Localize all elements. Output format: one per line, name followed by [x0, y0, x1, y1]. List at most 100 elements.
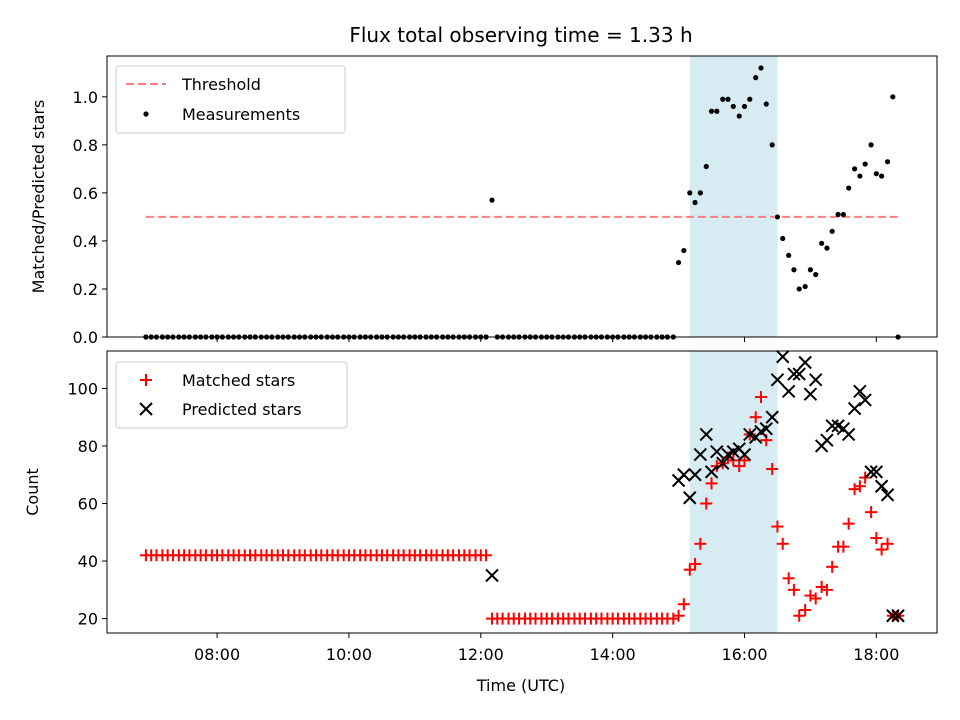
measurement-point — [862, 161, 868, 167]
predicted-star-point — [759, 421, 773, 436]
matched-star-point — [672, 609, 685, 622]
measurement-point — [835, 211, 841, 218]
chart-title: Flux total observing time = 1.33 h — [349, 23, 692, 47]
matched-star-point — [842, 517, 855, 530]
measurement-point — [774, 214, 781, 220]
matched-star-point — [848, 483, 861, 496]
legend-measurements-label: Measurements — [182, 105, 300, 124]
measurement-point — [786, 252, 792, 258]
matched-star-point — [787, 583, 800, 596]
count-points — [139, 350, 905, 625]
top-legend: Threshold Measurements — [115, 65, 346, 134]
predicted-star-point — [737, 447, 752, 462]
measurement-point — [708, 108, 715, 114]
measurement-point — [840, 211, 846, 218]
predicted-star-point — [869, 465, 884, 479]
measurement-point — [697, 190, 703, 196]
top-x-axis-ticks — [216, 337, 877, 342]
measurement-point — [890, 94, 896, 100]
bottom-x-axis-ticks: 08:00 10:00 12:00 14:00 16:00 18:00 — [194, 633, 899, 664]
predicted-star-point — [787, 367, 801, 381]
matched-star-point — [826, 560, 839, 573]
measurement-point — [791, 267, 797, 273]
bottom-legend-box — [115, 361, 348, 429]
top-observing-span — [689, 56, 778, 337]
predicted-star-point — [688, 468, 702, 482]
measurement-point — [730, 103, 736, 110]
measurement-point — [675, 259, 682, 266]
legend-predicted-label: Predicted stars — [182, 400, 302, 419]
matched-star-point — [809, 592, 822, 605]
measurement-point — [747, 96, 753, 102]
measurement-point — [824, 245, 830, 251]
y-tick-label: 100 — [67, 379, 98, 398]
predicted-star-point — [683, 491, 697, 505]
matched-star-point — [875, 543, 888, 556]
measurement-point — [753, 75, 759, 81]
predicted-star-point — [825, 419, 839, 433]
matched-star-point — [700, 497, 713, 510]
y-tick-label: 20 — [78, 610, 98, 629]
matched-star-point — [870, 532, 883, 545]
y-tick-label: 80 — [78, 437, 98, 456]
matched-star-point — [749, 411, 762, 424]
matched-star-point — [804, 589, 817, 602]
y-tick-label: 0.2 — [73, 280, 98, 299]
y-tick-label: 0.8 — [73, 136, 98, 155]
matched-star-point — [815, 580, 828, 593]
measurement-point — [857, 173, 863, 179]
predicted-star-point — [699, 427, 713, 442]
predicted-star-point — [781, 384, 796, 398]
bottom-plot-frame — [106, 350, 938, 634]
matched-star-point — [881, 537, 894, 550]
measurement-point — [807, 267, 814, 273]
matched-star-point — [799, 603, 812, 616]
predicted-star-point — [792, 367, 806, 381]
matched-star-point — [738, 454, 751, 467]
x-tick-label: 08:00 — [194, 645, 240, 664]
matched-star-point — [853, 480, 866, 493]
predicted-star-point — [693, 447, 708, 462]
measurement-point — [763, 101, 769, 107]
measurement-point — [769, 142, 775, 148]
matched-star-point — [683, 563, 696, 576]
top-plot-frame — [106, 55, 938, 338]
legend-threshold-label: Threshold — [181, 75, 261, 94]
y-tick-label: 1.0 — [73, 88, 98, 107]
measurement-point — [736, 113, 742, 119]
x-tick-label: 18:00 — [853, 645, 899, 664]
top-panel: 0.0 0.2 0.4 0.6 0.8 1.0 Matched/Predicted sta… — [29, 55, 938, 347]
matched-star-point — [782, 572, 795, 585]
x-tick-label: 10:00 — [326, 645, 372, 664]
matched-star-point — [689, 557, 702, 570]
measurement-point — [741, 103, 748, 110]
legend-matched-swatch — [140, 374, 152, 386]
predicted-star-point — [704, 465, 719, 479]
top-y-axis-label: Matched/Predicted stars — [29, 100, 48, 294]
top-y-axis-ticks: 0.0 0.2 0.4 0.6 0.8 1.0 — [73, 88, 107, 347]
matched-star-point — [705, 477, 718, 490]
matched-star-point — [677, 598, 690, 611]
matched-star-point — [733, 460, 746, 473]
predicted-star-point — [776, 350, 790, 364]
predicted-star-point — [808, 373, 823, 387]
y-tick-label: 0.6 — [73, 184, 98, 203]
bottom-observing-span — [689, 351, 778, 633]
matched-star-point — [480, 549, 493, 562]
legend-matched-label: Matched stars — [182, 371, 295, 390]
predicted-star-point — [891, 609, 905, 623]
predicted-star-point — [770, 373, 785, 387]
matched-star-point — [754, 391, 767, 404]
measurement-point — [725, 96, 731, 102]
measurement-point — [829, 228, 835, 234]
predicted-star-point — [765, 410, 779, 424]
predicted-star-point — [858, 393, 872, 407]
y-tick-label: 0.4 — [73, 232, 98, 251]
predicted-star-point — [874, 479, 889, 493]
predicted-star-point — [841, 427, 856, 442]
predicted-star-point — [864, 465, 878, 479]
measurement-point — [879, 173, 885, 179]
predicted-star-point — [853, 384, 867, 398]
predicted-star-point — [886, 609, 900, 623]
